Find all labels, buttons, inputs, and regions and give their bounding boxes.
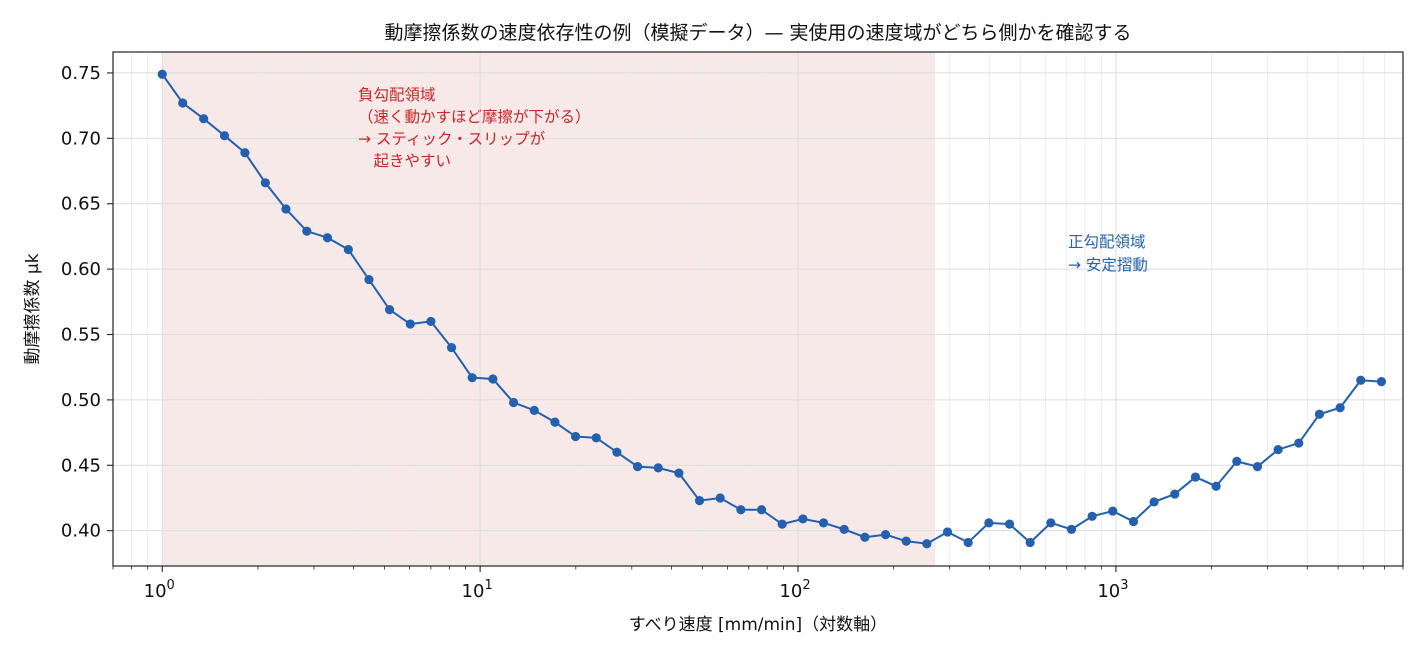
data-point [777,519,787,529]
data-point [612,447,622,457]
data-point [508,397,519,408]
axis-ticks: 100 101 102 103 0.40 0.45 0.50 0.55 0.60 0.65 0.70… [61,63,1404,602]
data-point [364,274,374,285]
data-point [901,536,911,546]
data-point [963,537,973,548]
y-axis-label: 動摩擦係数 μk [23,253,43,364]
data-point [570,431,581,442]
data-point [1066,524,1077,534]
y-tick-label: 0.45 [61,455,101,476]
data-point [199,114,209,124]
x-axis-label: すべり速度 [mm/min]（対数軸） [629,615,887,635]
data-point [591,433,601,443]
data-point [756,505,767,515]
y-tick-label: 0.50 [61,390,101,411]
y-tick-label: 0.65 [61,194,101,215]
data-point [1376,376,1387,387]
data-point [1294,438,1304,448]
data-point [653,463,663,473]
data-point [219,131,230,141]
data-point [1232,456,1242,466]
data-point [384,305,395,315]
data-point [798,514,808,524]
data-point [343,244,353,255]
data-point [736,505,746,515]
data-point [1252,462,1263,472]
plot-frame [112,51,1404,567]
data-point [922,539,932,549]
data-point [674,468,684,478]
data-point [1211,481,1221,491]
annotation-line: （速く動かすほど摩擦が下がる） [358,108,591,126]
y-tick-label: 0.70 [61,128,101,149]
data-point [281,204,291,214]
data-point [550,417,560,427]
y-tick-label: 0.55 [61,325,101,346]
data-point [1149,497,1159,507]
data-point [1046,518,1056,528]
data-point [467,373,477,383]
data-point [984,518,994,528]
x-tick-label: 101 [462,578,493,602]
data-point [157,69,167,79]
data-point [240,148,250,158]
x-tick-label: 102 [779,578,810,602]
data-point [426,316,436,327]
data-point [322,233,333,243]
grid [112,52,1404,566]
data-point [1314,409,1325,419]
y-tick-label: 0.60 [61,259,101,280]
series-layer [157,69,1387,549]
data-point [1128,516,1139,527]
x-tick-label: 100 [144,578,175,602]
x-tick-label: 103 [1097,578,1128,602]
negative-slope-annotation: 負勾配領域 （速く動かすほど摩擦が下がる） → スティック・スリップが 起きやす… [358,86,595,170]
data-point [1273,444,1283,455]
data-point [880,530,891,540]
data-point [446,342,457,353]
data-point [260,178,270,188]
data-point [1004,519,1015,529]
y-tick-label: 0.75 [61,63,101,84]
data-point [942,527,953,537]
data-point [529,405,539,415]
data-point [302,226,312,236]
data-point [1335,403,1345,413]
positive-slope-annotation: 正勾配領域 → 安定摺動 [1068,233,1150,274]
data-point [860,532,870,542]
data-point [818,518,829,528]
data-point [488,374,498,384]
data-point [694,496,705,506]
data-point [1025,537,1035,548]
chart-title: 動摩擦係数の速度依存性の例（模擬データ）— 実使用の速度域がどちら側かを確認する [384,22,1131,44]
data-point [1170,489,1180,499]
y-tick-label: 0.40 [61,521,101,542]
data-point [839,524,849,534]
data-point [1190,472,1201,482]
data-point [1356,375,1366,385]
annotation-line: 正勾配領域 [1068,233,1146,251]
data-point [715,493,725,503]
data-point [1087,511,1097,521]
data-point [632,462,643,472]
annotation-line: 起きやすい [358,152,451,170]
annotation-line: → スティック・スリップが [358,130,546,148]
annotation-line: 負勾配領域 [358,86,436,104]
data-point [178,98,188,108]
negative-slope-region [162,52,936,566]
data-point [405,319,415,329]
data-point [1108,506,1118,516]
annotation-line: → 安定摺動 [1068,256,1148,274]
